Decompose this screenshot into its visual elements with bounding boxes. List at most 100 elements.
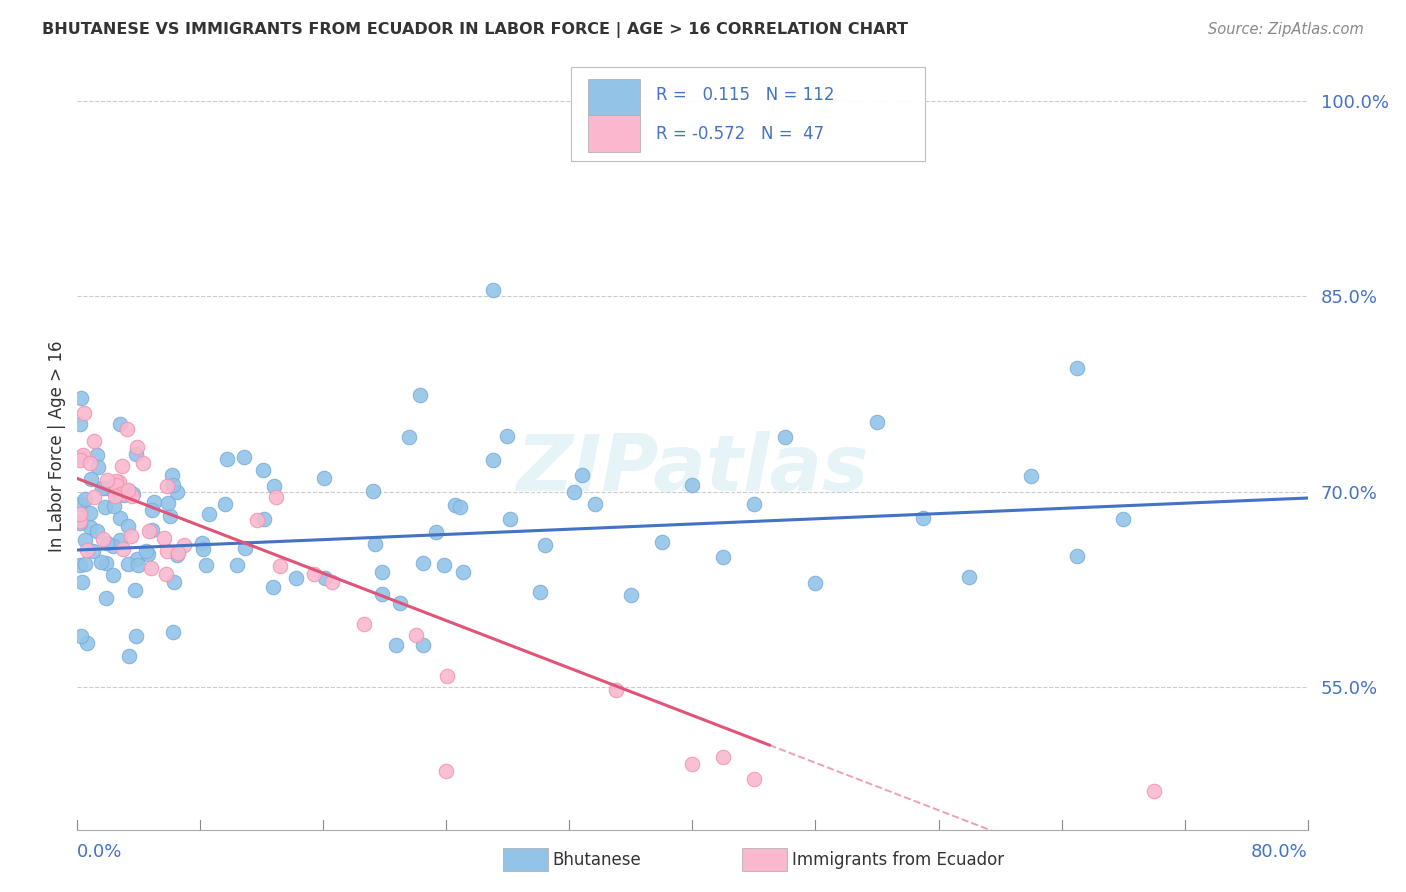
Point bbox=[111, 458, 134, 473]
Point bbox=[173, 538, 195, 552]
Point bbox=[388, 596, 411, 610]
Point bbox=[385, 638, 408, 652]
Point bbox=[141, 524, 163, 538]
Point bbox=[957, 569, 980, 583]
Point bbox=[79, 519, 101, 533]
Point bbox=[86, 448, 108, 462]
Point bbox=[152, 531, 174, 545]
Point bbox=[127, 552, 149, 566]
Point bbox=[364, 537, 387, 551]
Point bbox=[69, 558, 91, 572]
Point bbox=[104, 474, 127, 488]
Point bbox=[711, 750, 734, 764]
Point bbox=[496, 429, 519, 443]
Point bbox=[449, 500, 471, 514]
Point bbox=[499, 512, 522, 526]
Point bbox=[198, 507, 221, 521]
Point bbox=[162, 478, 184, 492]
Point bbox=[75, 533, 97, 547]
Point bbox=[302, 567, 325, 582]
Point bbox=[83, 490, 105, 504]
Point bbox=[108, 475, 131, 490]
Point bbox=[773, 429, 796, 443]
Point bbox=[314, 471, 336, 485]
Point bbox=[583, 497, 606, 511]
Point bbox=[194, 558, 217, 572]
Point bbox=[412, 638, 434, 652]
Point bbox=[562, 485, 585, 500]
Point bbox=[742, 497, 765, 511]
Point bbox=[159, 509, 181, 524]
Point bbox=[246, 513, 269, 527]
Point bbox=[72, 448, 94, 462]
Point bbox=[93, 481, 115, 495]
Point bbox=[682, 477, 704, 491]
Point bbox=[115, 422, 138, 436]
Point bbox=[69, 516, 91, 530]
Point bbox=[156, 479, 179, 493]
Text: Source: ZipAtlas.com: Source: ZipAtlas.com bbox=[1208, 22, 1364, 37]
Point bbox=[155, 567, 177, 582]
Point bbox=[571, 467, 593, 482]
FancyBboxPatch shape bbox=[588, 115, 640, 153]
Point bbox=[453, 566, 475, 580]
Point bbox=[605, 683, 627, 698]
Point bbox=[103, 499, 125, 513]
Point bbox=[912, 511, 935, 525]
Text: R =   0.115   N = 112: R = 0.115 N = 112 bbox=[655, 87, 834, 104]
Point bbox=[117, 558, 139, 572]
Point bbox=[118, 649, 141, 664]
Point bbox=[105, 487, 128, 501]
Point bbox=[191, 535, 214, 549]
Point bbox=[94, 500, 117, 515]
Point bbox=[90, 481, 112, 495]
Point bbox=[91, 532, 114, 546]
Point bbox=[371, 565, 394, 579]
Y-axis label: In Labor Force | Age > 16: In Labor Force | Age > 16 bbox=[48, 340, 66, 552]
Point bbox=[69, 497, 91, 511]
Point bbox=[1143, 783, 1166, 797]
Point bbox=[104, 489, 127, 503]
Text: BHUTANESE VS IMMIGRANTS FROM ECUADOR IN LABOR FORCE | AGE > 16 CORRELATION CHART: BHUTANESE VS IMMIGRANTS FROM ECUADOR IN … bbox=[42, 22, 908, 38]
Point bbox=[363, 483, 385, 498]
Point bbox=[108, 533, 131, 547]
Point bbox=[481, 283, 503, 297]
Point bbox=[156, 544, 179, 558]
Point bbox=[398, 430, 420, 444]
Point bbox=[70, 630, 93, 644]
Point bbox=[101, 483, 124, 498]
Point bbox=[121, 489, 143, 503]
Point bbox=[127, 440, 149, 454]
Text: R = -0.572   N =  47: R = -0.572 N = 47 bbox=[655, 125, 824, 143]
Point bbox=[73, 407, 96, 421]
Point bbox=[225, 558, 247, 572]
Point bbox=[166, 549, 188, 563]
Point bbox=[157, 496, 180, 510]
Point bbox=[110, 510, 132, 524]
Point bbox=[112, 488, 135, 502]
Point bbox=[101, 539, 124, 553]
Point bbox=[1066, 549, 1088, 564]
Point bbox=[79, 506, 101, 520]
Text: 80.0%: 80.0% bbox=[1251, 843, 1308, 861]
Text: Immigrants from Ecuador: Immigrants from Ecuador bbox=[792, 851, 1004, 869]
Point bbox=[132, 456, 155, 470]
Point bbox=[117, 518, 139, 533]
Point bbox=[104, 478, 127, 492]
Point bbox=[412, 556, 434, 570]
Point bbox=[711, 549, 734, 564]
Point bbox=[162, 625, 184, 640]
Point bbox=[160, 467, 183, 482]
Point bbox=[110, 417, 132, 431]
Point bbox=[804, 576, 827, 591]
Point bbox=[166, 546, 188, 560]
Point bbox=[436, 764, 458, 778]
Point bbox=[482, 453, 505, 467]
Point bbox=[103, 568, 125, 582]
Point bbox=[76, 636, 98, 650]
Point bbox=[69, 392, 91, 406]
Point bbox=[75, 558, 97, 572]
FancyBboxPatch shape bbox=[571, 67, 925, 161]
Point bbox=[82, 543, 104, 558]
Point bbox=[1019, 469, 1042, 483]
